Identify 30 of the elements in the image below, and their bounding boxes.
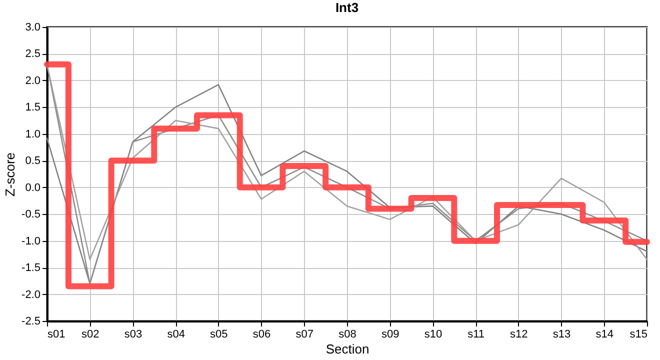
y-tick-label: 0.0 bbox=[25, 182, 40, 194]
x-tick-label: s12 bbox=[510, 328, 528, 340]
y-tick-label: -0.5 bbox=[22, 208, 40, 221]
chart-title: Int3 bbox=[335, 0, 359, 15]
y-tick-label: 1.5 bbox=[25, 102, 40, 114]
x-tick-label: s15 bbox=[630, 328, 648, 340]
x-tick-label: s01 bbox=[48, 328, 66, 340]
x-tick-label: s05 bbox=[210, 328, 228, 340]
y-tick-label: 2.0 bbox=[25, 74, 40, 87]
x-tick-label: s03 bbox=[124, 328, 142, 340]
x-tick-label: s11 bbox=[468, 328, 485, 340]
y-tick-label: -2.0 bbox=[22, 288, 40, 301]
x-axis-title: Section bbox=[326, 342, 370, 356]
x-tick-label: s02 bbox=[81, 328, 100, 340]
x-tick-label: s08 bbox=[338, 328, 356, 340]
y-tick-label: -1.0 bbox=[22, 235, 40, 248]
x-tick-label: s10 bbox=[424, 328, 442, 340]
x-tick-label: s04 bbox=[167, 328, 185, 340]
x-tick-label: s09 bbox=[381, 328, 400, 340]
x-tick-label: s13 bbox=[552, 328, 571, 340]
y-tick-label: 1.0 bbox=[25, 128, 40, 140]
x-tick-label: s06 bbox=[252, 328, 271, 340]
x-tick-label: s07 bbox=[296, 328, 314, 340]
y-tick-label: -2.5 bbox=[22, 316, 40, 328]
x-tick-label: s14 bbox=[596, 328, 614, 340]
y-tick-label: 3.0 bbox=[25, 22, 40, 34]
y-tick-label: 2.5 bbox=[25, 48, 40, 60]
y-tick-label: -1.5 bbox=[22, 262, 40, 274]
y-tick-label: 0.5 bbox=[25, 155, 40, 168]
y-axis-title: Z-score bbox=[2, 152, 18, 197]
